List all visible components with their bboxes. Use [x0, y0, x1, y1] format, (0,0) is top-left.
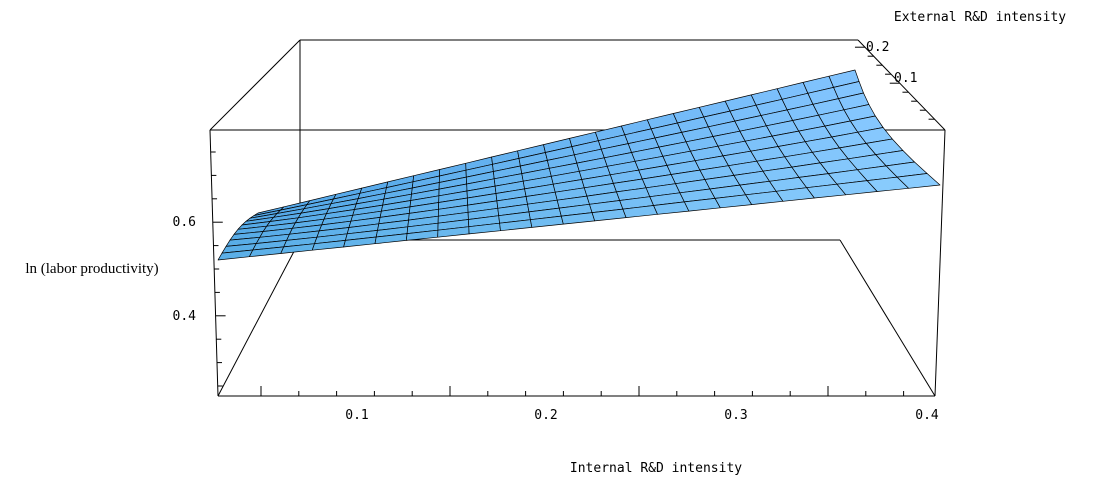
surface-mesh: [217, 69, 941, 261]
y-tick-label-0.1: 0.1: [894, 71, 917, 86]
z-tick-label-0.6: 0.6: [173, 215, 196, 230]
x-tick-label-2: 0.2: [534, 408, 557, 423]
box-edge-front-right: [934, 129, 946, 397]
x-tick-label-3: 0.3: [724, 408, 747, 423]
y-axis-ticks: [854, 46, 935, 120]
z-tick-label-0.4: 0.4: [173, 309, 197, 324]
x-tick-label-1: 0.1: [345, 408, 368, 423]
box-edge-front-left: [209, 129, 219, 397]
y-tick-label-0.2: 0.2: [866, 40, 889, 55]
box-edge-bottom-right-diag: [839, 239, 936, 397]
x-axis-ticks: [260, 386, 905, 396]
y-axis-label: External R&D intensity: [894, 10, 1066, 25]
box-edge-top-right-diag: [857, 39, 946, 131]
box-edge-top-left-diag: [209, 39, 301, 131]
x-tick-label-4: 0.4: [915, 408, 939, 423]
x-axis-label: Internal R&D intensity: [570, 461, 742, 476]
z-axis-ticks: [210, 151, 226, 387]
box-edge-bottom-left-diag: [217, 239, 301, 397]
surface-face: [896, 173, 941, 189]
z-axis-label: ln (labor productivity): [25, 261, 158, 277]
